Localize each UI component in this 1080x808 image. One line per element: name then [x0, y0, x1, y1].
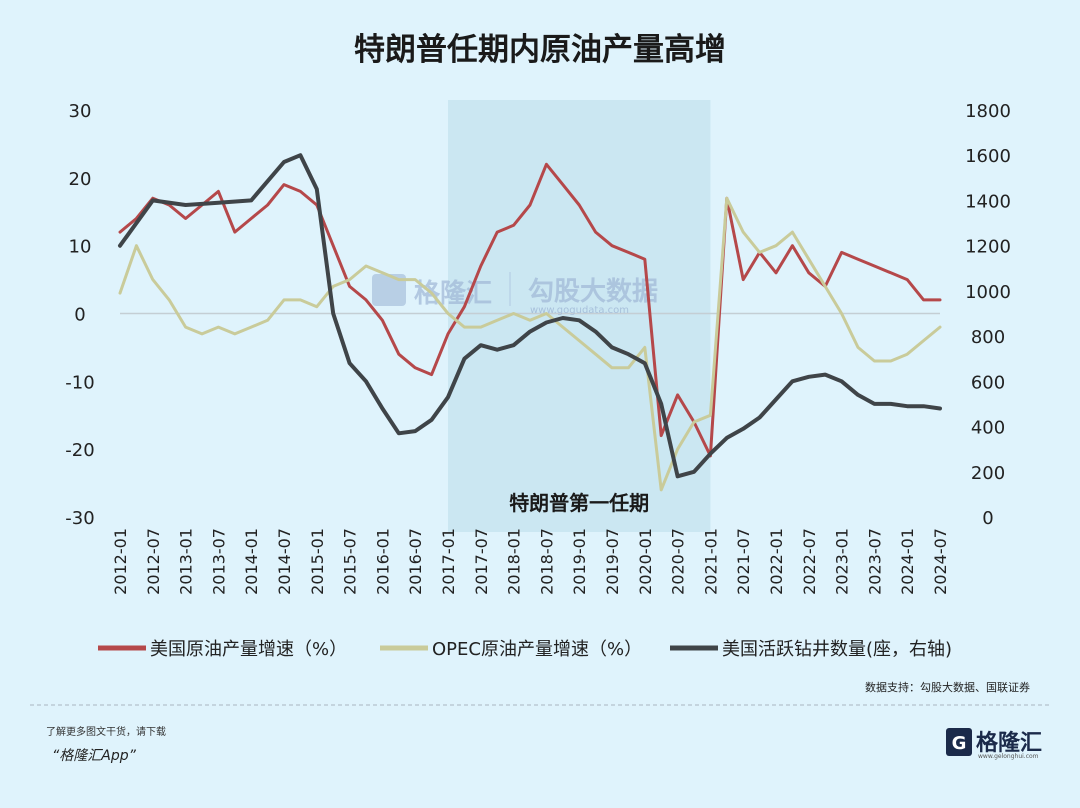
- left-tick-label: 20: [69, 169, 92, 190]
- left-tick-label: 0: [74, 305, 85, 326]
- footer-logo-text: 格隆汇: [976, 730, 1042, 756]
- x-tick-label: 2019-01: [570, 528, 589, 595]
- x-tick-label: 2016-07: [406, 528, 425, 595]
- x-axis-ticks: 2012-01 2012-07 2013-01 2013-07 2014-01 2014-…: [111, 528, 950, 595]
- svg-text:G: G: [952, 733, 967, 754]
- x-tick-label: 2020-07: [669, 528, 688, 595]
- series-line-2: [118, 153, 942, 479]
- x-tick-label: 2024-07: [931, 528, 950, 595]
- left-tick-label: -20: [65, 440, 94, 461]
- left-tick-label: 10: [69, 237, 92, 258]
- x-tick-label: 2014-01: [242, 528, 261, 595]
- series-line-1: [118, 196, 942, 492]
- watermark-sub-brand: 勾股大数据: [528, 277, 658, 307]
- x-tick-label: 2013-07: [209, 528, 228, 595]
- right-tick-label: 1600: [965, 146, 1011, 167]
- x-tick-label: 2021-01: [701, 528, 720, 595]
- left-tick-label: -10: [65, 372, 94, 393]
- x-tick-label: 2020-01: [636, 528, 655, 595]
- x-tick-label: 2018-01: [505, 528, 524, 595]
- x-tick-label: 2023-01: [833, 528, 852, 595]
- left-tick-label: 30: [69, 101, 92, 122]
- x-tick-label: 2012-01: [111, 528, 130, 595]
- footer-promo-line: 了解更多图文干货，请下载: [46, 725, 166, 738]
- x-tick-label: 2019-07: [603, 528, 622, 595]
- legend: 美国原油产量增速（%） OPEC原油产量增速（%） 美国活跃钻井数量(座，右轴): [98, 639, 952, 660]
- legend-label-opec-growth: OPEC原油产量增速（%）: [432, 639, 642, 660]
- source-note: 数据支持：勾股大数据、国联证券: [865, 680, 1030, 694]
- footer-logo-url: www.gelonghui.com: [978, 753, 1039, 760]
- footer-app-name: “格隆汇App”: [52, 748, 137, 764]
- watermark-url: www.gogudata.com: [530, 305, 629, 316]
- right-tick-label: 0: [982, 508, 993, 529]
- right-tick-label: 400: [971, 418, 1005, 439]
- watermark-brand: 格隆汇: [414, 278, 492, 309]
- footer-logo: G 格隆汇 www.gelonghui.com: [946, 728, 1042, 760]
- left-tick-label: -30: [65, 508, 94, 529]
- right-tick-label: 1800: [965, 101, 1011, 122]
- x-tick-label: 2023-07: [865, 528, 884, 595]
- x-tick-label: 2024-01: [898, 528, 917, 595]
- right-tick-label: 200: [971, 463, 1005, 484]
- x-tick-label: 2017-07: [472, 528, 491, 595]
- x-tick-label: 2017-01: [439, 528, 458, 595]
- right-axis-ticks: 1800 1600 1400 1200 1000 800 600 400 200 0: [965, 101, 1011, 529]
- x-tick-label: 2018-07: [537, 528, 556, 595]
- x-tick-label: 2022-01: [767, 528, 786, 595]
- x-tick-label: 2015-07: [341, 528, 360, 595]
- right-tick-label: 1400: [965, 191, 1011, 212]
- x-tick-label: 2022-07: [800, 528, 819, 595]
- x-tick-label: 2015-01: [308, 528, 327, 595]
- series-line-0: [118, 162, 942, 458]
- x-tick-label: 2016-01: [373, 528, 392, 595]
- right-tick-label: 1200: [965, 237, 1011, 258]
- left-axis-ticks: 30 20 10 0 -10 -20 -30: [65, 101, 94, 529]
- chart-title: 特朗普任期内原油产量高增: [354, 32, 726, 68]
- legend-label-rig-count: 美国活跃钻井数量(座，右轴): [722, 639, 952, 660]
- x-tick-label: 2013-01: [177, 528, 196, 595]
- x-tick-label: 2021-07: [734, 528, 753, 595]
- shaded-term-region: [448, 100, 711, 532]
- right-tick-label: 800: [971, 327, 1005, 348]
- series-lines: [118, 153, 942, 492]
- x-tick-label: 2012-07: [144, 528, 163, 595]
- right-tick-label: 1000: [965, 282, 1011, 303]
- x-tick-label: 2014-07: [275, 528, 294, 595]
- right-tick-label: 600: [971, 372, 1005, 393]
- legend-label-us-growth: 美国原油产量增速（%）: [150, 639, 347, 660]
- watermark-logo-icon: [372, 274, 406, 306]
- shaded-region-label: 特朗普第一任期: [509, 491, 649, 515]
- footer-logo-icon: [946, 728, 972, 756]
- watermark: 格隆汇 勾股大数据 www.gogudata.com: [372, 272, 658, 316]
